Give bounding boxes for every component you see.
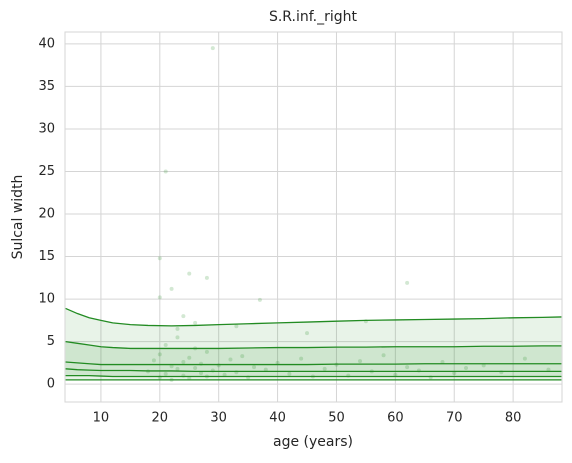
scatter-point (175, 366, 180, 371)
x-tick-label: 20 (152, 411, 169, 426)
scatter-point (187, 271, 192, 276)
scatter-point (287, 371, 292, 376)
x-tick-label: 40 (269, 411, 286, 426)
scatter-point (452, 371, 457, 376)
scatter-point (464, 365, 469, 370)
x-tick-label: 80 (505, 411, 522, 426)
scatter-point (157, 352, 162, 357)
y-axis-label: Sulcal width (10, 175, 26, 260)
scatter-point (234, 324, 239, 329)
scatter-point (193, 320, 198, 325)
scatter-point (175, 335, 180, 340)
percentile-line (65, 368, 562, 373)
scatter-point (252, 365, 257, 370)
scatter-point (163, 169, 168, 174)
scatter-point (257, 297, 262, 302)
percentile-band (65, 341, 562, 377)
y-tick-label: 0 (47, 377, 55, 392)
scatter-point (210, 46, 215, 51)
scatter-point (169, 286, 174, 291)
y-tick-label: 30 (38, 121, 55, 136)
scatter-point (181, 314, 186, 319)
y-tick-label: 10 (38, 292, 55, 307)
y-tick-label: 5 (47, 334, 55, 349)
y-tick-label: 40 (38, 36, 55, 51)
scatter-point (546, 367, 551, 372)
scatter-point (481, 363, 486, 368)
plot-frame (64, 31, 563, 403)
scatter-point (193, 365, 198, 370)
scatter-point (187, 355, 192, 360)
scatter-point (522, 356, 527, 361)
scatter-point (263, 367, 268, 372)
scatter-point (151, 358, 156, 363)
scatter-point (163, 343, 168, 348)
x-tick-label: 60 (387, 411, 404, 426)
scatter-point (204, 275, 209, 280)
x-axis-label: age (years) (273, 434, 353, 450)
scatter-point (157, 256, 162, 261)
percentile-line (65, 307, 562, 327)
scatter-point (405, 280, 410, 285)
scatter-point (163, 371, 168, 376)
scatter-point (305, 331, 310, 336)
x-tick-label: 70 (446, 411, 463, 426)
scatter-point (405, 365, 410, 370)
x-tick-label: 30 (210, 411, 227, 426)
scatter-point (222, 372, 227, 377)
scatter-point (322, 366, 327, 371)
x-tick-label: 50 (328, 411, 345, 426)
scatter-point (181, 360, 186, 365)
y-tick-label: 15 (38, 249, 55, 264)
scatter-point (358, 359, 363, 364)
scatter-point (169, 364, 174, 369)
x-tick-label: 10 (93, 411, 110, 426)
scatter-point (187, 376, 192, 381)
y-tick-label: 35 (38, 79, 55, 94)
scatter-point (228, 357, 233, 362)
scatter-point (440, 360, 445, 365)
percentile-line (65, 374, 562, 378)
scatter-point (299, 356, 304, 361)
y-tick-label: 25 (38, 164, 55, 179)
percentile-line (65, 361, 562, 366)
scatter-point (240, 354, 245, 359)
scatter-point (199, 371, 204, 376)
y-tick-label: 20 (38, 207, 55, 222)
percentile-line (65, 340, 562, 350)
chart-title: S.R.inf._right (269, 9, 358, 25)
scatter-point (175, 326, 180, 331)
scatter-point (393, 372, 398, 377)
scatter-point (157, 295, 162, 300)
scatter-point (204, 349, 209, 354)
scatter-point (381, 353, 386, 358)
scatter-point (275, 360, 280, 365)
percentile-band (65, 308, 562, 380)
